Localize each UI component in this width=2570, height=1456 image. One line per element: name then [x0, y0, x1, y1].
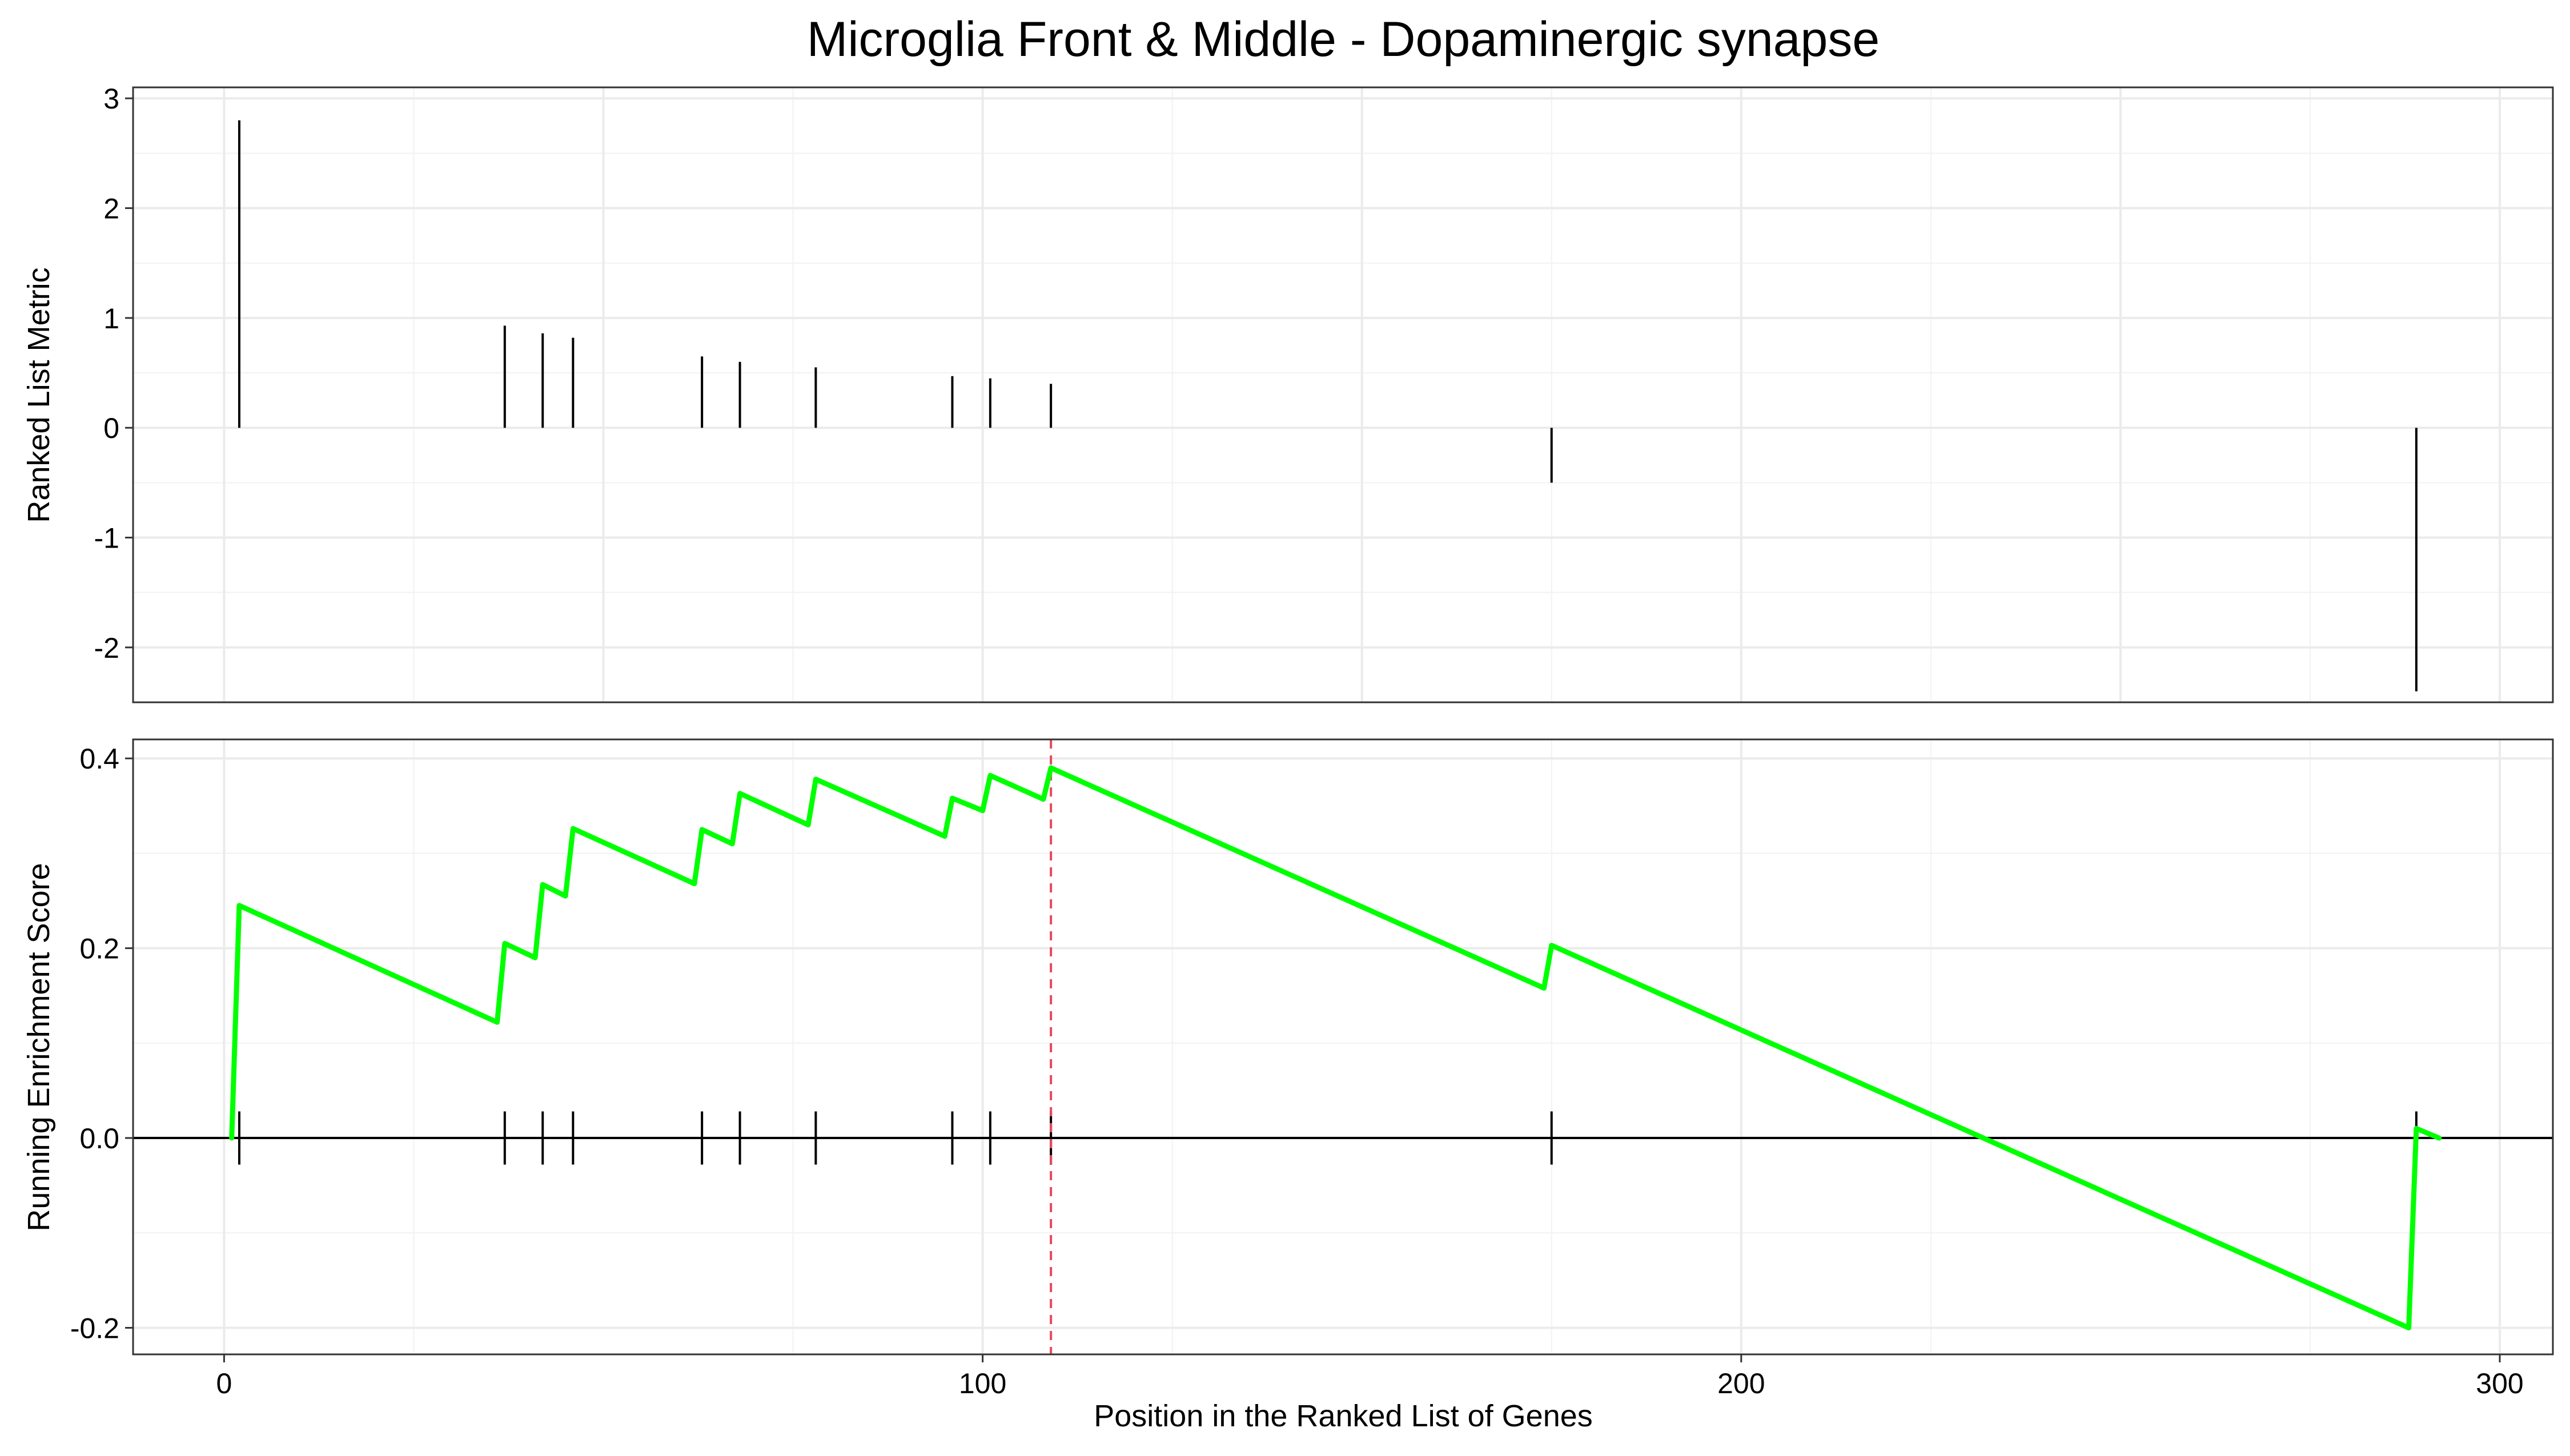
y-tick-label: -1: [94, 522, 119, 554]
y-tick-label: 0.0: [79, 1123, 119, 1155]
y-tick-label: 3: [103, 83, 119, 115]
chart-title: Microglia Front & Middle - Dopaminergic …: [807, 12, 1880, 67]
y-tick-label: 1: [103, 303, 119, 335]
ranked-metric-ylabel: Ranked List Metric: [22, 267, 56, 522]
ranked-metric-panel: 3 2 1 0 -1 -2 Ranked List Metric: [22, 83, 2554, 703]
x-tick-label: 0: [216, 1367, 232, 1399]
y-tick-label: -2: [94, 632, 119, 664]
ranked-metric-panel-border: [132, 86, 2554, 703]
x-tick-label: 300: [2476, 1367, 2523, 1399]
enrichment-ylabel: Running Enrichment Score: [22, 863, 56, 1231]
x-tick-label: 100: [959, 1367, 1006, 1399]
enrichment-panel: 0.4 0.2 0.0 -0.2 0 100 200 300 Running Enrichm…: [22, 738, 2554, 1433]
y-tick-label: -0.2: [70, 1312, 119, 1344]
y-tick-label: 0: [103, 412, 119, 444]
x-tick-label: 200: [1717, 1367, 1765, 1399]
y-tick-label: 0.2: [79, 933, 119, 965]
enrichment-xlabel: Position in the Ranked List of Genes: [1094, 1399, 1593, 1433]
y-tick-label: 0.4: [79, 743, 119, 775]
y-tick-label: 2: [103, 193, 119, 225]
enrichment-panel-border: [132, 738, 2554, 1356]
enrichment-score-line: [229, 765, 2442, 1330]
